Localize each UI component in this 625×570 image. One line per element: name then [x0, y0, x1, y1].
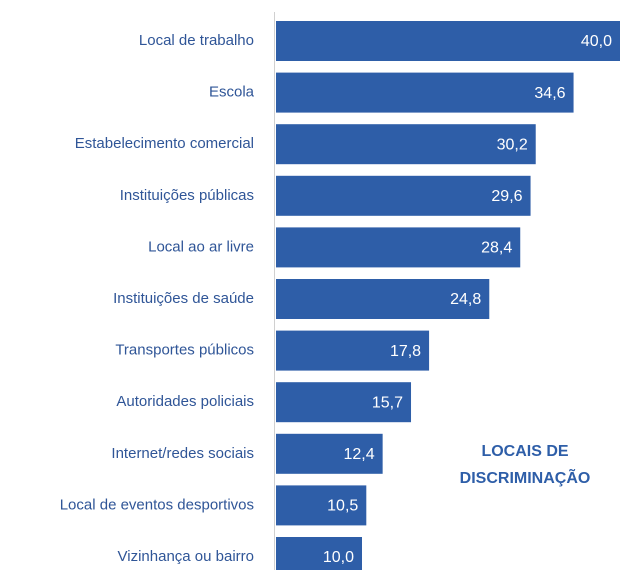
category-label: Local ao ar livre [148, 238, 254, 255]
bar [276, 175, 531, 216]
category-label: Autoridades policiais [116, 393, 254, 410]
value-label: 10,0 [323, 549, 354, 566]
category-label: Internet/redes sociais [111, 445, 254, 462]
value-label: 29,6 [491, 188, 522, 205]
value-label: 40,0 [581, 33, 612, 50]
bar [276, 227, 521, 268]
bar [276, 433, 383, 474]
bar [276, 72, 574, 113]
category-label: Estabelecimento comercial [75, 135, 254, 152]
value-label: 28,4 [481, 240, 512, 257]
category-label: Local de trabalho [139, 32, 254, 49]
value-label: 12,4 [343, 446, 374, 463]
value-label: 34,6 [534, 85, 565, 102]
value-label: 10,5 [327, 498, 358, 515]
bar [276, 279, 490, 319]
value-label: 15,7 [372, 394, 403, 411]
bar [276, 21, 620, 61]
bar [276, 124, 536, 165]
category-label: Vizinhança ou bairro [118, 548, 254, 565]
category-label: Escola [209, 84, 255, 101]
bar [276, 485, 367, 526]
annotation: LOCAIS DE [481, 443, 568, 460]
bar [276, 382, 412, 423]
annotation: DISCRIMINAÇÃO [460, 467, 591, 487]
value-label: 30,2 [497, 136, 528, 153]
category-label: Local de eventos desportivos [60, 496, 254, 513]
value-label: 24,8 [450, 291, 481, 308]
bar [276, 537, 362, 570]
bar [276, 330, 430, 371]
value-label: 17,8 [390, 343, 421, 360]
category-label: Instituições de saúde [113, 290, 254, 307]
category-label: Instituições públicas [120, 187, 254, 204]
category-label: Transportes públicos [115, 342, 254, 359]
